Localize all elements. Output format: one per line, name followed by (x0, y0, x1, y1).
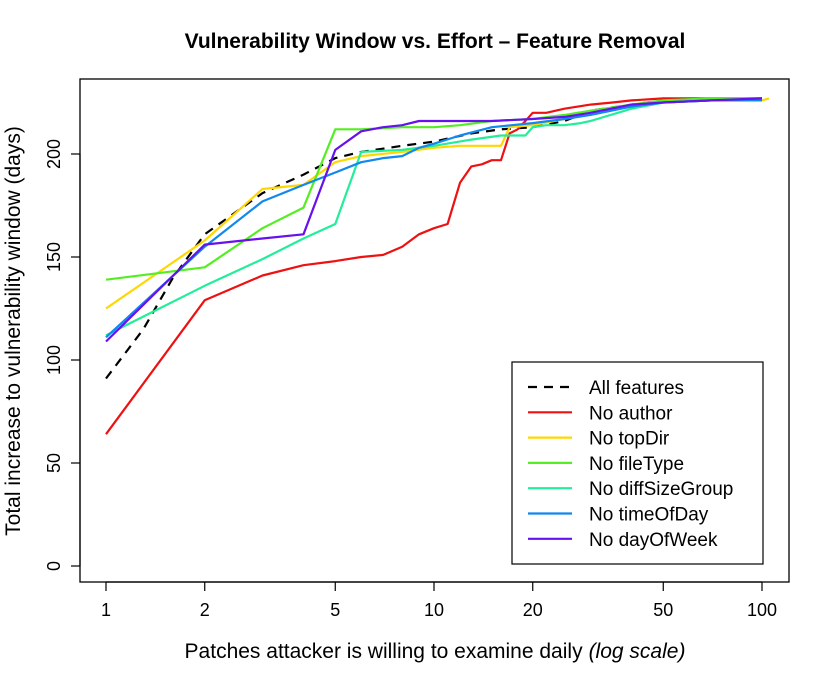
x-tick-label: 100 (747, 600, 777, 620)
legend-label: No timeOfDay (589, 505, 709, 526)
x-tick-label: 50 (653, 600, 673, 620)
x-tick-label: 5 (330, 600, 340, 620)
legend-label: All features (589, 378, 684, 399)
legend: All features No author No topDir No fileTyp… (511, 361, 764, 565)
y-tick-label: 150 (44, 242, 64, 272)
y-tick-label: 0 (44, 561, 64, 571)
legend-label: No topDir (589, 429, 670, 450)
series-line-no-topdir (105, 97, 770, 310)
axis-ticks: 1 2 5 10 20 50 100 0 50 100 150 200 (44, 139, 777, 620)
series-line-no-author (105, 97, 762, 435)
series-line-no-diffsizegroup (105, 99, 762, 337)
x-tick-label: 10 (424, 600, 444, 620)
series-line-no-dayofweek (105, 97, 763, 343)
x-axis-label-main: Patches attacker is willing to examine d… (185, 640, 584, 663)
x-tick-label: 2 (200, 600, 210, 620)
x-tick-label: 20 (523, 600, 543, 620)
x-axis-label: Patches attacker is willing to examine d… (185, 640, 686, 663)
legend-label: No diffSizeGroup (589, 479, 733, 500)
x-tick-label: 1 (101, 600, 111, 620)
y-tick-label: 50 (44, 453, 64, 473)
chart-title: Vulnerability Window vs. Effort – Featur… (185, 30, 686, 53)
series-lines (105, 97, 770, 435)
y-axis-label: Total increase to vulnerability window (… (2, 126, 25, 536)
y-tick-label: 200 (44, 139, 64, 169)
series-line-no-filetype (105, 97, 762, 281)
legend-label: No dayOfWeek (589, 530, 718, 551)
x-axis-label-note: (log scale) (589, 640, 686, 663)
legend-label: No author (589, 403, 673, 424)
y-tick-label: 100 (44, 345, 64, 375)
legend-label: No fileType (589, 454, 684, 475)
series-line-all-features (105, 97, 763, 380)
series-line-no-timeofday (105, 99, 762, 339)
